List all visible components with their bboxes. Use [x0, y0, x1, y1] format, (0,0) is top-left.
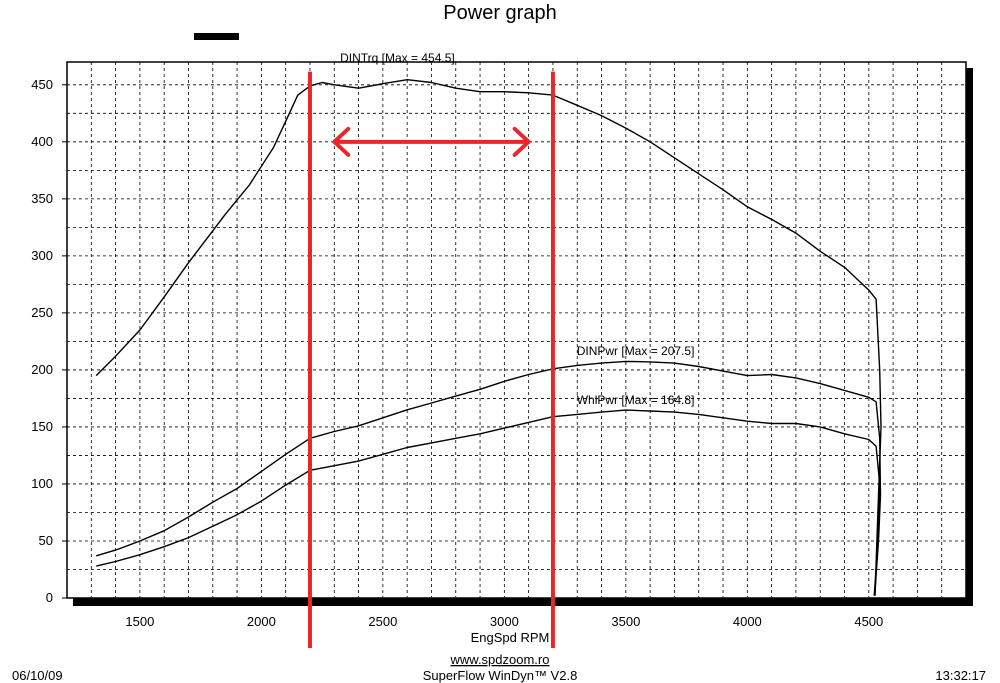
x-tick-label: 4000 — [733, 614, 762, 629]
y-tick-label: 450 — [31, 77, 53, 92]
curve-label-dintrq: DINTrq [Max = 454.5] — [340, 51, 455, 65]
footer-software: SuperFlow WinDyn™ V2.8 — [423, 668, 578, 683]
x-tick-label: 4500 — [854, 614, 883, 629]
y-tick-label: 0 — [46, 590, 53, 605]
x-tick-label: 1500 — [125, 614, 154, 629]
x-tick-label: 2000 — [247, 614, 276, 629]
y-tick-label: 350 — [31, 191, 53, 206]
footer-date: 06/10/09 — [12, 668, 63, 683]
curve-whlpwr — [96, 409, 881, 596]
y-tick-label: 300 — [31, 248, 53, 263]
x-axis-ticks: 1500 2000 2500 3000 3500 4000 4500 — [125, 598, 883, 629]
footer-time: 13:32:17 — [935, 668, 986, 683]
y-tick-label: 50 — [39, 533, 53, 548]
annotation-arrow-head-left — [332, 126, 351, 157]
curve-label-whlpwr: WhlPwr [Max = 164.8] — [577, 393, 695, 407]
curve-labels-layer: DINTrq [Max = 454.5] DINPwr [Max = 207.5]… — [340, 51, 694, 407]
plot-grid — [67, 62, 966, 598]
curve-label-dinpwr: DINPwr [Max = 207.5] — [577, 344, 695, 358]
y-tick-label: 100 — [31, 476, 53, 491]
x-axis-label: EngSpd RPM — [471, 630, 550, 645]
annotation-layer — [307, 71, 555, 648]
legend-swatch — [194, 33, 239, 40]
footer-website: www.spdzoom.ro — [450, 652, 550, 667]
x-tick-label: 3500 — [611, 614, 640, 629]
y-tick-label: 150 — [31, 419, 53, 434]
y-tick-label: 400 — [31, 134, 53, 149]
y-axis-ticks: 0 50 100 150 200 250 300 350 400 450 — [31, 77, 67, 605]
y-tick-label: 200 — [31, 362, 53, 377]
y-tick-label: 250 — [31, 305, 53, 320]
plot-shadow-bottom — [73, 598, 973, 606]
annotation-arrow-head-right — [512, 126, 531, 157]
curve-dintrq — [95, 78, 882, 596]
x-tick-label: 2500 — [368, 614, 397, 629]
chart-title: Power graph — [443, 2, 556, 24]
plot-shadow-right — [966, 68, 973, 606]
x-tick-label: 3000 — [490, 614, 519, 629]
